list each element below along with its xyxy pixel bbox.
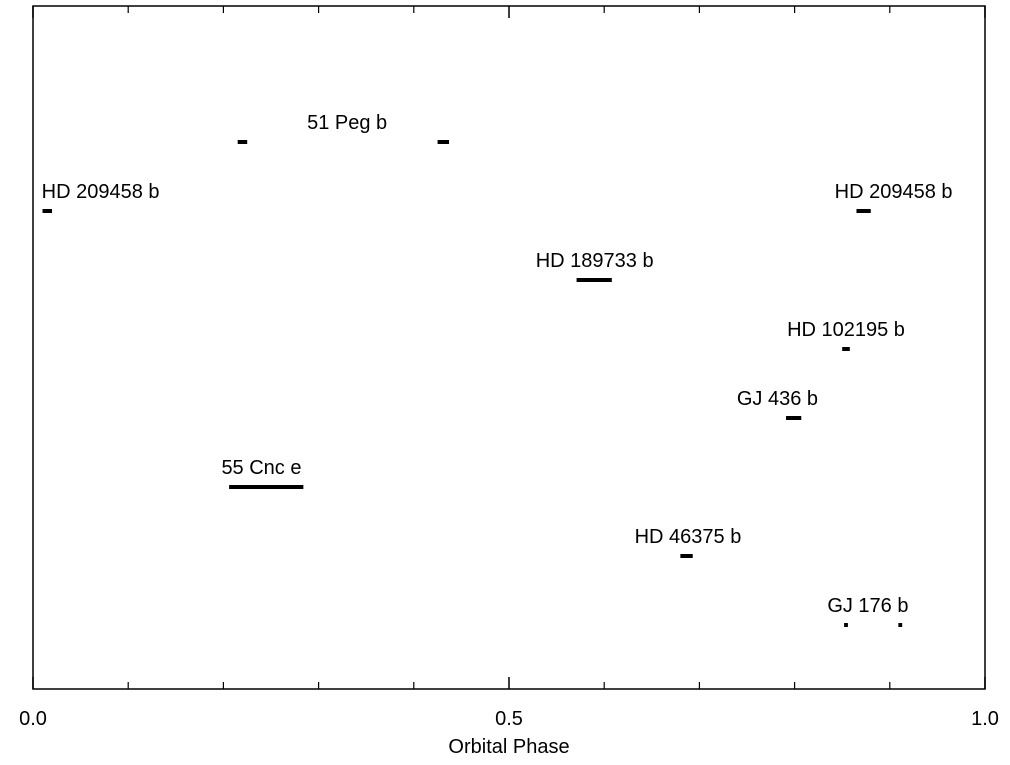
phase-segment-gj-176-b <box>898 623 903 627</box>
phase-segment-hd-46375-b <box>680 554 693 558</box>
planet-label: 51 Peg b <box>307 112 387 134</box>
planet-label: HD 209458 b <box>42 181 160 203</box>
phase-segment-51-peg-b <box>237 140 248 144</box>
x-tick-label: 0.0 <box>19 708 47 730</box>
phase-segment-hd-189733-b <box>576 278 612 282</box>
phase-coverage-marks <box>42 140 903 627</box>
planet-label: 55 Cnc e <box>221 457 301 479</box>
phase-segment-gj-436-b <box>786 416 802 420</box>
planet-label: GJ 436 b <box>737 388 818 410</box>
x-tick-labels: 0.0 0.5 1.0 <box>19 708 999 730</box>
planet-label: HD 209458 b <box>835 181 953 203</box>
phase-segment-hd-209458-b <box>42 209 53 213</box>
x-tick-label: 1.0 <box>971 708 999 730</box>
planet-label: HD 46375 b <box>635 526 742 548</box>
planet-label: GJ 176 b <box>827 595 908 617</box>
phase-segment-hd-209458-b <box>856 209 871 213</box>
planet-labels: 51 Peg b HD 209458 b HD 209458 b HD 189733 … <box>42 112 953 617</box>
phase-segment-55-cnc-e <box>229 485 304 489</box>
x-ticks <box>32 6 986 689</box>
phase-segment-hd-102195-b <box>842 347 850 351</box>
x-tick-label: 0.5 <box>495 708 523 730</box>
planet-label: HD 102195 b <box>787 319 905 341</box>
phase-segment-51-peg-b <box>437 140 450 144</box>
x-axis-label: Orbital Phase <box>448 736 569 758</box>
phase-segment-gj-176-b <box>844 623 848 627</box>
planet-label: HD 189733 b <box>536 250 654 272</box>
